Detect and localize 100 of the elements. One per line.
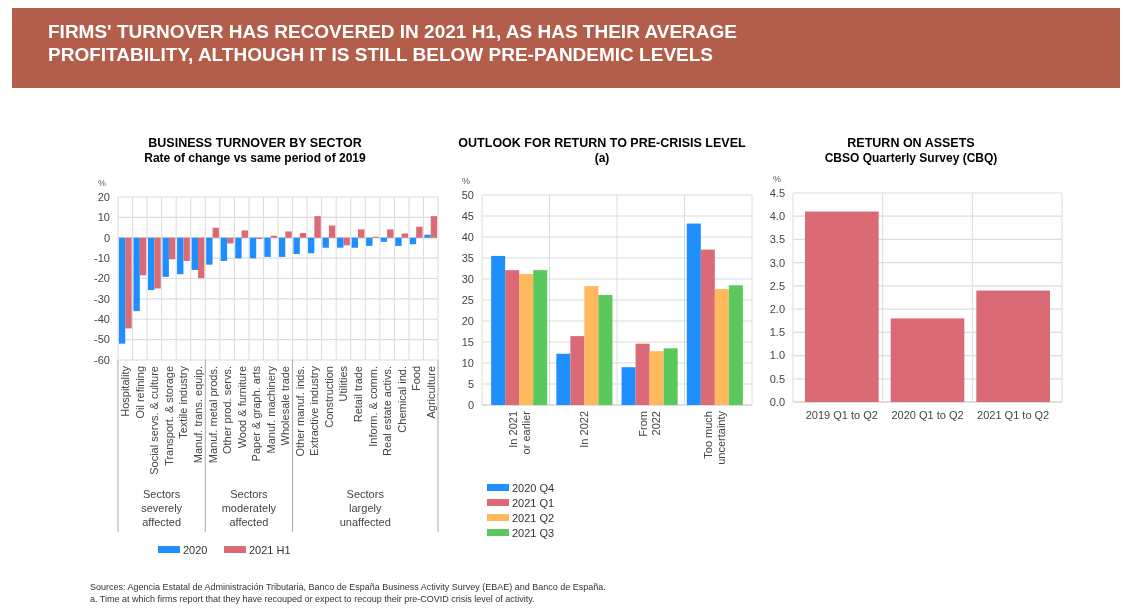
- legend-label: 2020: [183, 543, 208, 556]
- y-tick-label: -40: [94, 313, 110, 326]
- y-tick-label: -60: [94, 353, 110, 366]
- bar: [890, 318, 965, 402]
- legend-label: 2021 Q2: [512, 511, 555, 524]
- y-tick-label: -30: [94, 292, 110, 305]
- bar: [649, 351, 664, 405]
- y-axis-title: %: [773, 174, 782, 184]
- x-tick-label: Manuf. trans. equip.: [192, 366, 204, 464]
- x-tick-label: Wood & furniture: [235, 366, 248, 449]
- bar: [556, 353, 571, 405]
- bar: [424, 234, 431, 238]
- bar: [430, 216, 438, 238]
- y-tick-label: 30: [461, 272, 474, 285]
- legend-label: 2021 Q1: [512, 496, 555, 509]
- bar: [380, 237, 388, 242]
- chart-subtitle: Rate of change vs same period of 2019: [144, 151, 367, 165]
- bar: [220, 237, 228, 261]
- bar: [162, 237, 169, 277]
- y-tick-label: 0: [103, 231, 110, 244]
- x-tick-label: Wholesale trade: [279, 366, 292, 446]
- x-tick-label: Manuf. metal prods.: [206, 366, 219, 464]
- bar: [307, 237, 315, 254]
- text: a. Time at which firms report that they have recouped or expect to recoup their pre-COVID crisis level of activity.: [90, 594, 535, 604]
- bar: [249, 237, 257, 259]
- y-tick-label: 4.5: [769, 186, 785, 199]
- y-tick-label: 5: [467, 377, 474, 390]
- x-tick-label: Manuf. machinery: [264, 365, 277, 454]
- bar: [191, 237, 198, 270]
- x-tick-label: Retail trade: [352, 366, 364, 423]
- bar: [125, 237, 132, 329]
- y-tick-label: 40: [461, 230, 474, 243]
- bar: [285, 231, 292, 238]
- bar: [168, 237, 176, 260]
- x-tick-label: Agriculture: [424, 366, 437, 419]
- x-tick-label: 2019 Q1 to Q2: [805, 409, 878, 421]
- bar: [133, 237, 140, 312]
- x-tick-label: Paper & graph. arts: [250, 365, 263, 462]
- bar: [235, 237, 242, 259]
- x-tick-label: Transport. & storage: [162, 366, 175, 466]
- bar: [505, 270, 520, 405]
- y-tick-label: 1.0: [769, 349, 785, 362]
- y-tick-label: 50: [461, 188, 474, 201]
- bar: [387, 229, 394, 238]
- y-tick-label: 0: [467, 398, 474, 411]
- bar: [328, 225, 336, 238]
- legend-label: 2021 H1: [249, 543, 291, 556]
- x-tick-label: Food: [410, 366, 423, 392]
- bar: [491, 255, 506, 405]
- y-tick-label: 0.5: [769, 372, 785, 385]
- y-tick-label: 1.5: [769, 326, 785, 339]
- bar: [584, 286, 599, 405]
- y-tick-label: 15: [461, 335, 474, 348]
- bar: [241, 230, 249, 238]
- y-tick-label: 20: [97, 190, 110, 203]
- x-tick-label: From 2022: [637, 411, 663, 437]
- y-tick-label: 3.5: [769, 233, 785, 246]
- x-tick-label: Oil refining: [133, 366, 146, 419]
- chart-title: BUSINESS TURNOVER BY SECTOR: [148, 136, 362, 150]
- x-tick-label: Too much uncertainty: [702, 410, 728, 465]
- x-tick-label: Social servs. & culture: [148, 366, 161, 475]
- bar: [598, 294, 613, 405]
- bar: [395, 237, 402, 246]
- chart-title: RETURN ON ASSETS: [847, 136, 975, 150]
- x-tick-label: 2020 Q1 to Q2: [891, 409, 964, 421]
- x-tick-label: Construction: [322, 366, 335, 428]
- x-tick-label: Chemical ind.: [395, 366, 408, 433]
- x-tick-label: 2021 Q1 to Q2: [977, 409, 1050, 421]
- y-tick-label: 25: [461, 293, 474, 306]
- x-tick-label: Other manuf. inds.: [293, 366, 306, 457]
- bar: [804, 211, 879, 402]
- y-tick-label: 20: [461, 314, 474, 327]
- text: Sectors severely affected: [141, 488, 183, 528]
- x-tick-label: In 2021 or earlier: [506, 410, 532, 455]
- bar: [154, 237, 161, 289]
- x-tick-label: Extractive industry: [308, 365, 321, 456]
- x-tick-label: Other prod. servs.: [221, 366, 234, 455]
- y-axis-title: %: [462, 176, 471, 186]
- bar: [351, 237, 358, 248]
- x-tick-label: Hospitality: [119, 365, 132, 417]
- bar: [118, 237, 126, 344]
- bar: [264, 237, 271, 257]
- source-note: Sources: Agencia Estatal de Administración Tributaria, Banco de España Business Activity Survey (EBAE) and Banco de España.: [90, 582, 606, 592]
- y-tick-label: -50: [94, 333, 110, 346]
- bar: [270, 235, 278, 238]
- y-tick-label: 0.0: [769, 395, 785, 408]
- bar: [293, 237, 300, 255]
- bar: [278, 237, 286, 257]
- chart-subtitle: CBSO Quarterly Survey (CBQ): [824, 151, 998, 165]
- text: Sectors largely unaffected: [339, 488, 391, 528]
- bar: [700, 249, 715, 405]
- bar: [139, 237, 147, 276]
- legend-label: 2021 Q3: [512, 526, 555, 539]
- x-tick-label: Utilities: [337, 365, 350, 402]
- text: Sectors moderately affected: [221, 488, 277, 528]
- bar: [635, 343, 650, 405]
- bar: [314, 216, 321, 238]
- y-axis-title: %: [98, 178, 107, 188]
- x-tick-label: Real estate activs.: [381, 366, 394, 456]
- bar: [147, 237, 155, 291]
